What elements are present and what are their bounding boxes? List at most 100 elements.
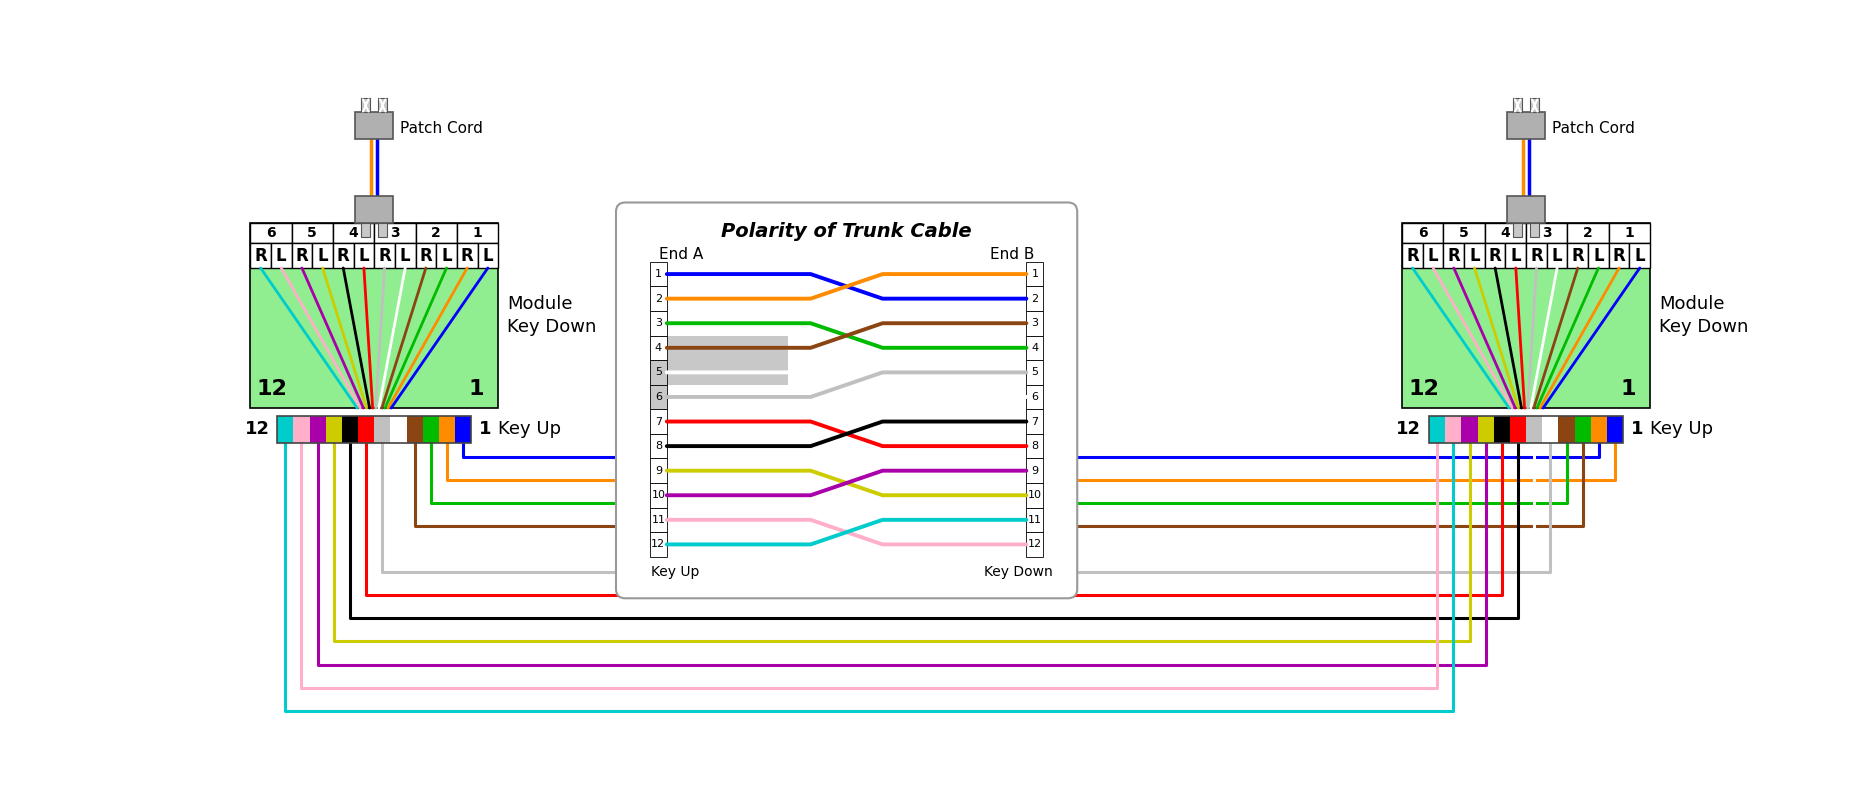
Text: 1: 1 bbox=[469, 379, 484, 399]
Bar bbox=[651, 409, 667, 434]
Bar bbox=[423, 415, 439, 443]
Bar bbox=[334, 223, 375, 243]
FancyBboxPatch shape bbox=[616, 202, 1077, 598]
Bar bbox=[1530, 98, 1539, 111]
Text: 2: 2 bbox=[1031, 294, 1038, 304]
Bar bbox=[1559, 415, 1574, 443]
Text: Patch Cord: Patch Cord bbox=[1552, 121, 1635, 136]
Bar bbox=[651, 360, 667, 385]
Text: 1: 1 bbox=[473, 226, 482, 241]
Bar bbox=[1402, 243, 1422, 268]
Text: 6: 6 bbox=[1031, 392, 1038, 402]
Bar bbox=[1546, 243, 1567, 268]
Bar bbox=[1526, 415, 1543, 443]
Bar bbox=[456, 243, 478, 268]
Text: R: R bbox=[378, 247, 391, 265]
Bar bbox=[358, 415, 375, 443]
Text: 11: 11 bbox=[1027, 515, 1042, 525]
Text: L: L bbox=[358, 247, 369, 265]
Bar bbox=[271, 243, 291, 268]
Bar bbox=[278, 415, 293, 443]
Text: 10: 10 bbox=[1027, 490, 1042, 500]
Text: L: L bbox=[441, 247, 452, 265]
Bar bbox=[1485, 223, 1526, 243]
Bar bbox=[1513, 223, 1522, 237]
Text: 2: 2 bbox=[432, 226, 441, 241]
Text: Key Down: Key Down bbox=[1659, 318, 1748, 336]
Bar bbox=[456, 223, 499, 243]
Bar bbox=[375, 243, 395, 268]
Text: Key Up: Key Up bbox=[1650, 420, 1713, 438]
Bar bbox=[1429, 415, 1446, 443]
Bar bbox=[454, 415, 471, 443]
Bar bbox=[1607, 415, 1622, 443]
Text: L: L bbox=[1468, 247, 1479, 265]
Text: 3: 3 bbox=[1543, 226, 1552, 241]
Bar bbox=[291, 243, 311, 268]
Bar bbox=[1027, 335, 1044, 360]
Text: 2: 2 bbox=[1583, 226, 1593, 241]
Bar bbox=[1027, 483, 1044, 508]
Bar bbox=[1402, 223, 1444, 243]
Bar bbox=[651, 286, 667, 311]
Bar bbox=[1444, 243, 1465, 268]
Bar bbox=[311, 243, 334, 268]
Bar bbox=[395, 243, 415, 268]
Text: 12: 12 bbox=[1409, 379, 1439, 399]
Bar bbox=[250, 223, 499, 408]
Bar bbox=[439, 415, 454, 443]
Bar bbox=[1444, 223, 1485, 243]
Bar bbox=[1530, 223, 1539, 237]
Text: 12: 12 bbox=[1027, 540, 1042, 549]
Text: 3: 3 bbox=[654, 318, 662, 328]
Text: 12: 12 bbox=[1396, 420, 1422, 438]
Text: R: R bbox=[1613, 247, 1626, 265]
Bar bbox=[291, 223, 334, 243]
Bar bbox=[1429, 415, 1622, 443]
Bar bbox=[326, 415, 341, 443]
Text: L: L bbox=[400, 247, 410, 265]
Text: R: R bbox=[337, 247, 350, 265]
Bar bbox=[1478, 415, 1494, 443]
Bar bbox=[362, 223, 371, 237]
Bar bbox=[391, 415, 406, 443]
Text: L: L bbox=[1428, 247, 1439, 265]
Text: Key Up: Key Up bbox=[651, 565, 699, 579]
Text: Key Down: Key Down bbox=[508, 318, 597, 336]
Bar bbox=[406, 415, 423, 443]
Text: L: L bbox=[1511, 247, 1520, 265]
Bar bbox=[1422, 243, 1444, 268]
Bar bbox=[1591, 415, 1607, 443]
Bar bbox=[334, 243, 354, 268]
Bar bbox=[1509, 415, 1526, 443]
Bar bbox=[354, 196, 393, 223]
Bar bbox=[1507, 196, 1546, 223]
Bar bbox=[1027, 434, 1044, 459]
Text: 5: 5 bbox=[1459, 226, 1468, 241]
Bar bbox=[651, 335, 667, 360]
Bar bbox=[436, 243, 456, 268]
Text: R: R bbox=[1405, 247, 1418, 265]
Bar bbox=[1507, 111, 1546, 139]
Text: 3: 3 bbox=[1031, 318, 1038, 328]
Bar bbox=[375, 415, 391, 443]
Text: L: L bbox=[482, 247, 493, 265]
Bar bbox=[651, 434, 667, 459]
Bar bbox=[1494, 415, 1509, 443]
Bar bbox=[1567, 243, 1589, 268]
Text: R: R bbox=[254, 247, 267, 265]
Text: 1: 1 bbox=[1620, 379, 1637, 399]
Bar bbox=[1027, 360, 1044, 385]
Bar bbox=[1027, 508, 1044, 532]
Bar bbox=[354, 243, 375, 268]
Text: 1: 1 bbox=[478, 420, 491, 438]
Text: 4: 4 bbox=[654, 342, 662, 353]
Text: 3: 3 bbox=[389, 226, 400, 241]
Text: 4: 4 bbox=[1031, 342, 1038, 353]
Bar bbox=[651, 311, 667, 335]
Bar bbox=[1526, 243, 1546, 268]
Text: Module: Module bbox=[1659, 295, 1724, 313]
Text: 8: 8 bbox=[654, 441, 662, 451]
Bar bbox=[1027, 286, 1044, 311]
Bar bbox=[1485, 243, 1505, 268]
